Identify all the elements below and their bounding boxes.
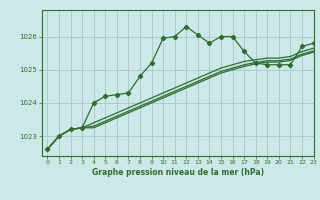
X-axis label: Graphe pression niveau de la mer (hPa): Graphe pression niveau de la mer (hPa) xyxy=(92,168,264,177)
